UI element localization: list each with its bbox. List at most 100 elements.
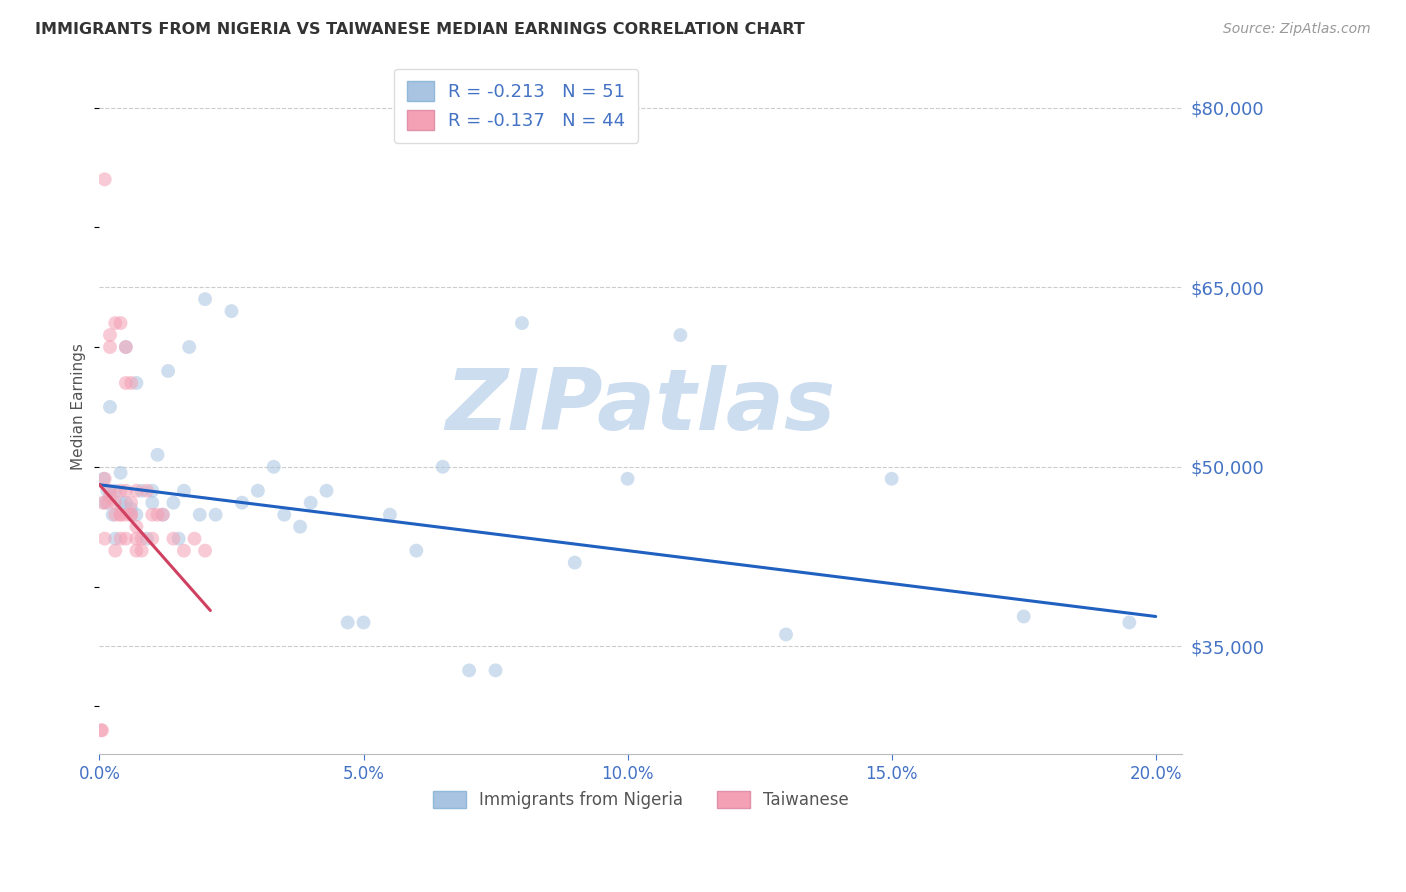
Point [231,496,253,510]
Point [179,340,201,354]
Point [194,543,217,558]
Point [125,519,148,533]
Point [173,483,195,498]
Point [146,508,169,522]
Point [299,496,322,510]
Point [288,519,311,533]
Point [669,328,692,343]
Point [98,328,121,343]
Text: IMMIGRANTS FROM NIGERIA VS TAIWANESE MEDIAN EARNINGS CORRELATION CHART: IMMIGRANTS FROM NIGERIA VS TAIWANESE MED… [35,22,804,37]
Point [162,532,184,546]
Legend: Immigrants from Nigeria, Taiwanese: Immigrants from Nigeria, Taiwanese [426,784,856,815]
Point [162,496,184,510]
Point [98,340,121,354]
Point [136,483,159,498]
Point [141,483,163,498]
Point [152,508,174,522]
Point [221,304,243,318]
Point [458,664,481,678]
Point [405,543,427,558]
Point [378,508,401,522]
Point [91,723,114,738]
Point [115,376,138,390]
Point [131,543,153,558]
Text: Source: ZipAtlas.com: Source: ZipAtlas.com [1223,22,1371,37]
Point [120,376,142,390]
Point [173,543,195,558]
Point [167,532,190,546]
Point [157,364,180,378]
Point [125,376,148,390]
Text: ZIPatlas: ZIPatlas [446,366,837,449]
Point [115,508,138,522]
Point [315,483,337,498]
Point [93,472,115,486]
Point [880,472,903,486]
Point [91,496,114,510]
Point [120,501,142,516]
Point [484,664,506,678]
Point [131,532,153,546]
Point [263,459,285,474]
Point [120,508,142,522]
Point [115,340,138,354]
Point [141,496,163,510]
Point [93,172,115,186]
Point [1118,615,1140,630]
Point [125,543,148,558]
Point [110,508,132,522]
Point [246,483,269,498]
Point [194,292,217,306]
Point [101,508,124,522]
Point [125,483,148,498]
Point [204,508,226,522]
Point [141,532,163,546]
Point [104,532,127,546]
Point [90,723,112,738]
Y-axis label: Median Earnings: Median Earnings [72,343,86,470]
Point [104,496,127,510]
Point [98,400,121,414]
Point [115,496,138,510]
Point [110,496,132,510]
Point [110,483,132,498]
Point [104,483,127,498]
Point [93,472,115,486]
Point [353,615,375,630]
Point [146,448,169,462]
Point [775,627,797,641]
Point [115,340,138,354]
Point [93,532,115,546]
Point [1012,609,1035,624]
Point [98,483,121,498]
Point [152,508,174,522]
Point [125,532,148,546]
Point [188,508,211,522]
Point [110,466,132,480]
Point [98,490,121,504]
Point [96,496,118,510]
Point [125,508,148,522]
Point [120,496,142,510]
Point [564,556,586,570]
Point [432,459,454,474]
Point [273,508,295,522]
Point [136,532,159,546]
Point [115,532,138,546]
Point [510,316,533,330]
Point [110,508,132,522]
Point [141,508,163,522]
Point [183,532,205,546]
Point [115,483,138,498]
Point [131,483,153,498]
Point [616,472,638,486]
Point [96,483,118,498]
Point [110,532,132,546]
Point [336,615,359,630]
Point [120,508,142,522]
Point [104,508,127,522]
Point [104,543,127,558]
Point [110,316,132,330]
Point [93,496,115,510]
Point [104,316,127,330]
